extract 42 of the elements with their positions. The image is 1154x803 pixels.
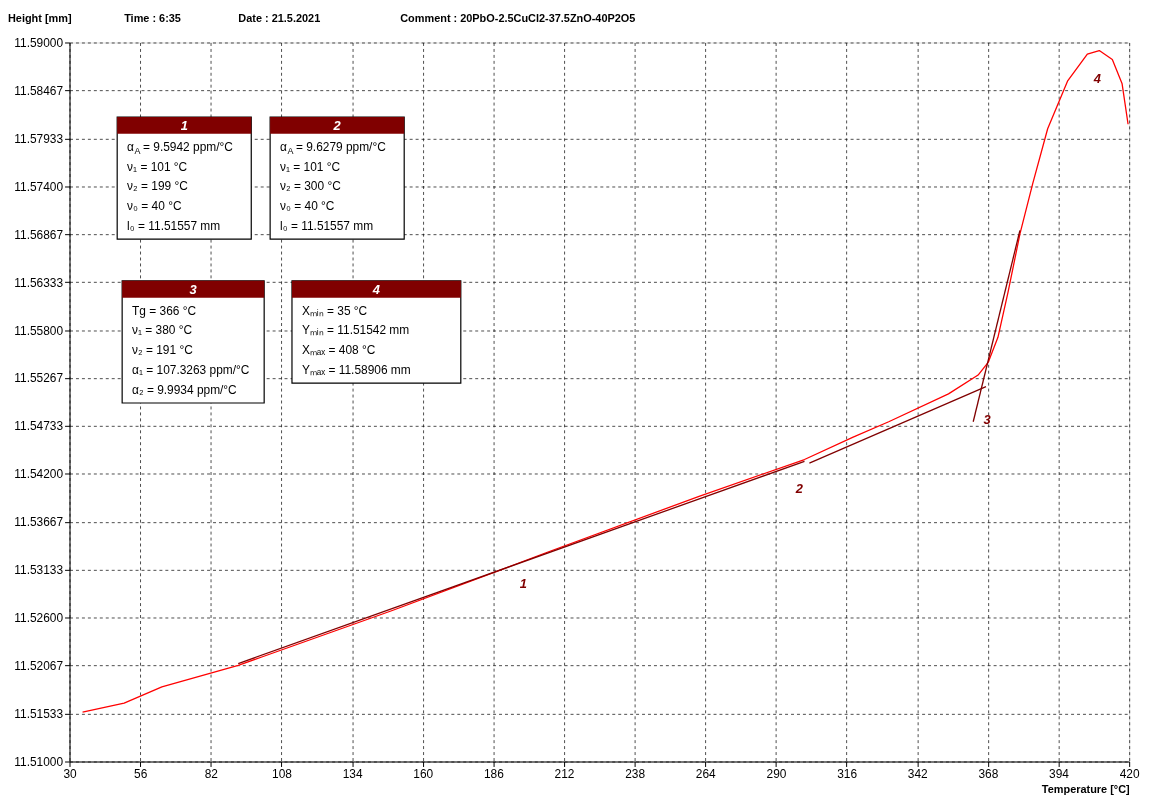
x-axis-title: Temperature [°C] <box>1041 782 1131 795</box>
y-axis-title: Height [mm] <box>7 11 72 24</box>
x-tick-label: 264 <box>695 766 717 781</box>
x-tick-label: 420 <box>1119 766 1140 781</box>
y-tick-label: 11.58467 <box>14 83 64 98</box>
y-tick-label: 11.52600 <box>14 611 64 626</box>
text: 1 <box>519 575 527 591</box>
y-tick-label: 11.56333 <box>14 275 64 290</box>
y-tick-label: 11.53667 <box>14 515 64 530</box>
text: Date : 21.5.2021 <box>238 11 321 24</box>
x-tick-label: 56 <box>134 766 148 781</box>
x-tick-label: 160 <box>413 766 434 781</box>
x-tick-label: 82 <box>204 766 219 781</box>
y-tick-label: 11.57933 <box>14 131 64 146</box>
annotation: 4 <box>1092 71 1101 87</box>
x-tick-label: 30 <box>63 766 78 781</box>
x-tick-label: 108 <box>272 766 293 781</box>
y-tick-label: 11.59000 <box>14 35 64 50</box>
y-tick-label: 11.54733 <box>14 419 64 434</box>
y-tick-label: 11.51533 <box>14 707 64 722</box>
y-tick-label: 11.56867 <box>14 227 64 242</box>
x-tick-label: 290 <box>766 766 787 781</box>
x-tick-label: 342 <box>907 766 929 781</box>
x-tick-label: 238 <box>625 766 646 781</box>
y-tick-label: 11.54200 <box>14 467 64 482</box>
annotation: 3 <box>983 411 992 427</box>
x-tick-label: 186 <box>483 766 505 781</box>
line-series <box>81 49 1129 713</box>
text: Comment : 20PbO-2.5CuCl2-37.5ZnO-40P2O5 <box>400 11 636 24</box>
y-tick-label: 11.52067 <box>14 659 64 674</box>
y-tick-label: 11.53133 <box>14 563 64 578</box>
y-tick-label: 11.57400 <box>14 179 64 194</box>
x-tick-label: 394 <box>1049 766 1070 781</box>
y-tick-label: 11.55267 <box>14 371 64 386</box>
x-tick-label: 316 <box>837 766 858 781</box>
x-tick-label: 368 <box>978 766 999 781</box>
y-tick-label: 11.55800 <box>14 323 64 338</box>
x-tick-label: 134 <box>342 766 363 781</box>
text: Time : 6:35 <box>124 11 181 24</box>
x-tick-label: 212 <box>554 766 575 781</box>
y-tick-label: 11.51000 <box>14 754 64 769</box>
text: 2 <box>795 481 804 497</box>
